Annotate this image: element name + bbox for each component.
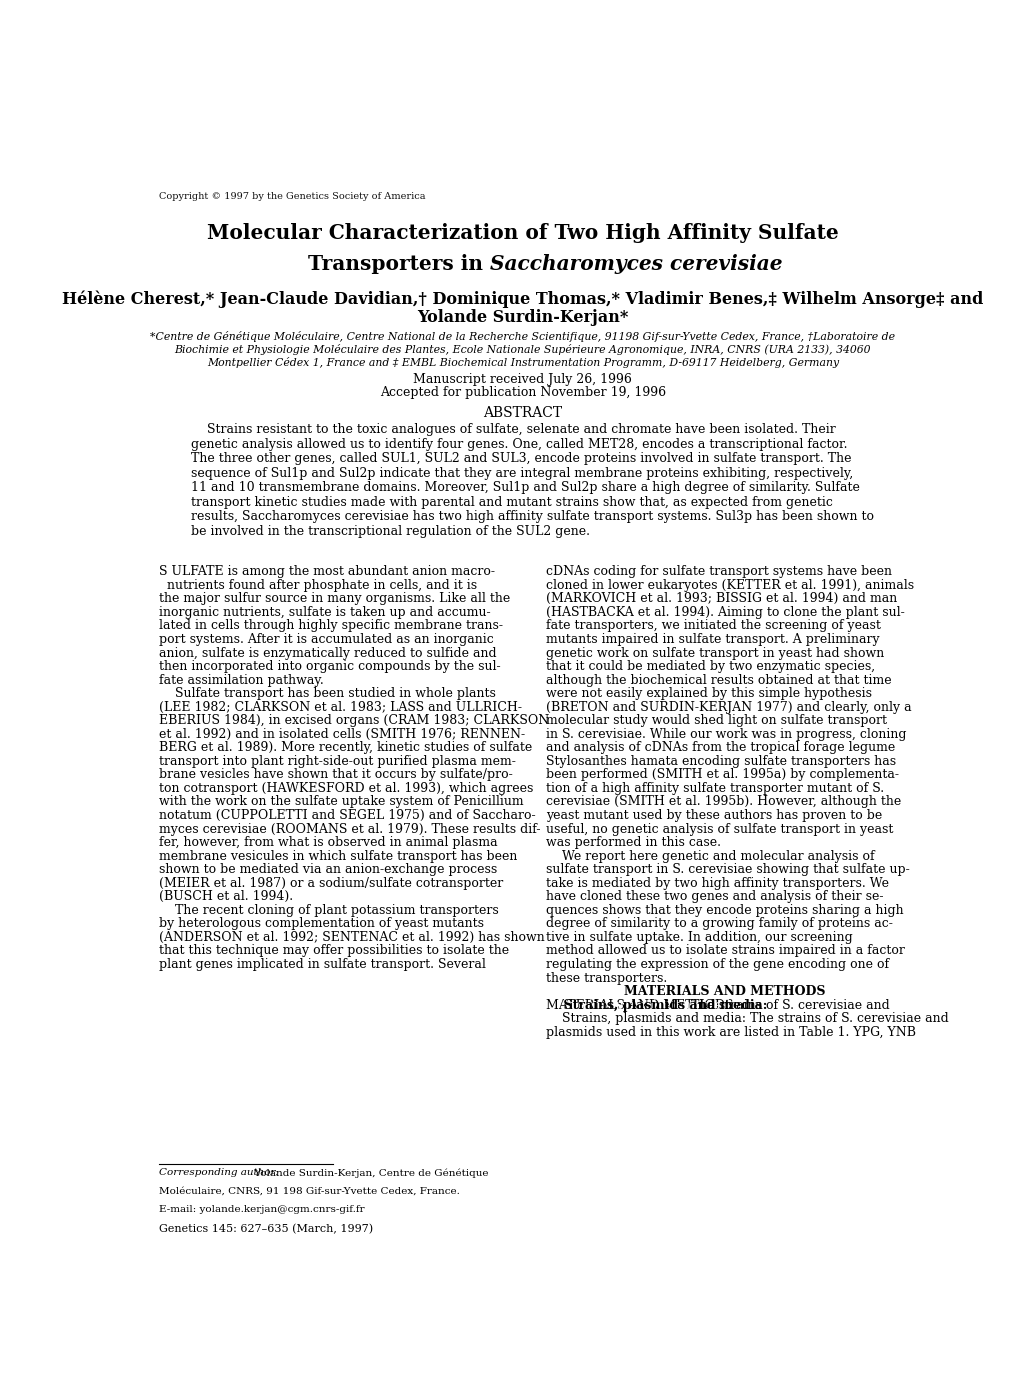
Text: Strains resistant to the toxic analogues of sulfate, selenate and chromate have : Strains resistant to the toxic analogues… xyxy=(191,423,835,437)
Text: port systems. After it is accumulated as an inorganic: port systems. After it is accumulated as… xyxy=(159,632,493,646)
Text: Hélène Cherest,* Jean-Claude Davidian,† Dominique Thomas,* Vladimir Benes,‡ Wilh: Hélène Cherest,* Jean-Claude Davidian,† … xyxy=(62,290,982,307)
Text: nutrients found after phosphate in cells, and it is: nutrients found after phosphate in cells… xyxy=(159,579,477,592)
Text: (ANDERSON et al. 1992; SENTENAC et al. 1992) has shown: (ANDERSON et al. 1992; SENTENAC et al. 1… xyxy=(159,931,544,944)
Text: Moléculaire, CNRS, 91 198 Gif-sur-Yvette Cedex, France.: Moléculaire, CNRS, 91 198 Gif-sur-Yvette… xyxy=(159,1187,460,1195)
Text: and analysis of cDNAs from the tropical forage legume: and analysis of cDNAs from the tropical … xyxy=(546,741,895,754)
Text: in S. cerevisiae. While our work was in progress, cloning: in S. cerevisiae. While our work was in … xyxy=(546,727,906,741)
Text: Molecular Characterization of Two High Affinity Sulfate: Molecular Characterization of Two High A… xyxy=(207,223,838,243)
Text: regulating the expression of the gene encoding one of: regulating the expression of the gene en… xyxy=(546,958,889,972)
Text: (MARKOVICH et al. 1993; BISSIG et al. 1994) and man: (MARKOVICH et al. 1993; BISSIG et al. 19… xyxy=(546,592,897,606)
Text: membrane vesicules in which sulfate transport has been: membrane vesicules in which sulfate tran… xyxy=(159,850,517,863)
Text: inorganic nutrients, sulfate is taken up and accumu-: inorganic nutrients, sulfate is taken up… xyxy=(159,606,490,618)
Text: notatum (CUPPOLETTI and SEGEL 1975) and of Saccharo-: notatum (CUPPOLETTI and SEGEL 1975) and … xyxy=(159,810,535,822)
Text: Stylosanthes hamata encoding sulfate transporters has: Stylosanthes hamata encoding sulfate tra… xyxy=(546,755,896,768)
Text: Montpellier Cédex 1, France and ‡ EMBL Biochemical Instrumentation Programm, D-6: Montpellier Cédex 1, France and ‡ EMBL B… xyxy=(207,357,838,367)
Text: Strains, plasmids and media: The strains of S. cerevisiae and: Strains, plasmids and media: The strains… xyxy=(546,998,949,1012)
Text: Sulfate transport has been studied in whole plants: Sulfate transport has been studied in wh… xyxy=(159,687,495,701)
Text: cerevisiae (SMITH et al. 1995b). However, although the: cerevisiae (SMITH et al. 1995b). However… xyxy=(546,796,901,808)
Text: genetic work on sulfate transport in yeast had shown: genetic work on sulfate transport in yea… xyxy=(546,646,883,659)
Text: MATERIALS AND METHODS: MATERIALS AND METHODS xyxy=(546,986,734,998)
Text: MATERIALS AND METHODS: MATERIALS AND METHODS xyxy=(546,998,734,1012)
Text: by heterologous complementation of yeast mutants: by heterologous complementation of yeast… xyxy=(159,917,484,930)
Text: fate transporters, we initiated the screening of yeast: fate transporters, we initiated the scre… xyxy=(546,620,880,632)
Text: with the work on the sulfate uptake system of Penicillium: with the work on the sulfate uptake syst… xyxy=(159,796,523,808)
Text: yeast mutant used by these authors has proven to be: yeast mutant used by these authors has p… xyxy=(546,810,881,822)
Text: We report here genetic and molecular analysis of: We report here genetic and molecular ana… xyxy=(546,850,874,863)
Text: E-mail: yolande.kerjan@cgm.cnrs-gif.fr: E-mail: yolande.kerjan@cgm.cnrs-gif.fr xyxy=(159,1205,365,1213)
Text: lated in cells through highly specific membrane trans-: lated in cells through highly specific m… xyxy=(159,620,502,632)
Text: 11 and 10 transmembrane domains. Moreover, Sul1p and Sul2p share a high degree o: 11 and 10 transmembrane domains. Moreove… xyxy=(191,482,859,494)
Text: Accepted for publication November 19, 1996: Accepted for publication November 19, 19… xyxy=(379,385,665,399)
Text: ABSTRACT: ABSTRACT xyxy=(483,406,561,420)
Text: S ULFATE is among the most abundant anion macro-: S ULFATE is among the most abundant anio… xyxy=(159,565,494,578)
Text: results, Saccharomyces cerevisiae has two high affinity sulfate transport system: results, Saccharomyces cerevisiae has tw… xyxy=(191,511,873,524)
Text: fate assimilation pathway.: fate assimilation pathway. xyxy=(159,674,324,687)
Text: et al. 1992) and in isolated cells (SMITH 1976; RENNEN-: et al. 1992) and in isolated cells (SMIT… xyxy=(159,727,525,741)
Text: been performed (SMITH et al. 1995a) by complementa-: been performed (SMITH et al. 1995a) by c… xyxy=(546,768,899,782)
Text: Strains, plasmids and media:: Strains, plasmids and media: xyxy=(546,998,767,1012)
Text: sequence of Sul1p and Sul2p indicate that they are integral membrane proteins ex: sequence of Sul1p and Sul2p indicate tha… xyxy=(191,466,852,480)
Text: Manuscript received July 26, 1996: Manuscript received July 26, 1996 xyxy=(413,373,632,385)
Text: have cloned these two genes and analysis of their se-: have cloned these two genes and analysis… xyxy=(546,891,883,903)
Text: tion of a high affinity sulfate transporter mutant of S.: tion of a high affinity sulfate transpor… xyxy=(546,782,883,794)
Text: that this technique may offer possibilities to isolate the: that this technique may offer possibilit… xyxy=(159,945,508,958)
Text: tive in sulfate uptake. In addition, our screening: tive in sulfate uptake. In addition, our… xyxy=(546,931,852,944)
Text: molecular study would shed light on sulfate transport: molecular study would shed light on sulf… xyxy=(546,715,887,727)
Text: was performed in this case.: was performed in this case. xyxy=(546,836,720,849)
Text: Biochimie et Physiologie Moléculaire des Plantes, Ecole Nationale Supérieure Agr: Biochimie et Physiologie Moléculaire des… xyxy=(174,343,870,355)
Text: (HASTBACKA et al. 1994). Aiming to clone the plant sul-: (HASTBACKA et al. 1994). Aiming to clone… xyxy=(546,606,904,618)
Text: although the biochemical results obtained at that time: although the biochemical results obtaine… xyxy=(546,674,892,687)
Text: Copyright © 1997 by the Genetics Society of America: Copyright © 1997 by the Genetics Society… xyxy=(159,193,425,201)
Text: cDNAs coding for sulfate transport systems have been: cDNAs coding for sulfate transport syste… xyxy=(546,565,892,578)
Text: Strains, plasmids and media: The strains of S. cerevisiae and: Strains, plasmids and media: The strains… xyxy=(546,1012,949,1025)
Text: anion, sulfate is enzymatically reduced to sulfide and: anion, sulfate is enzymatically reduced … xyxy=(159,646,496,659)
Text: take is mediated by two high affinity transporters. We: take is mediated by two high affinity tr… xyxy=(546,877,889,889)
Text: method allowed us to isolate strains impaired in a factor: method allowed us to isolate strains imp… xyxy=(546,945,905,958)
Text: mutants impaired in sulfate transport. A preliminary: mutants impaired in sulfate transport. A… xyxy=(546,632,879,646)
Text: these transporters.: these transporters. xyxy=(546,972,667,984)
Text: be involved in the transcriptional regulation of the SUL2 gene.: be involved in the transcriptional regul… xyxy=(191,525,589,537)
Text: (BRETON and SURDIN-KERJAN 1977) and clearly, only a: (BRETON and SURDIN-KERJAN 1977) and clea… xyxy=(546,701,911,713)
Text: degree of similarity to a growing family of proteins ac-: degree of similarity to a growing family… xyxy=(546,917,893,930)
Text: were not easily explained by this simple hypothesis: were not easily explained by this simple… xyxy=(546,687,871,701)
Text: then incorporated into organic compounds by the sul-: then incorporated into organic compounds… xyxy=(159,660,500,673)
Text: The recent cloning of plant potassium transporters: The recent cloning of plant potassium tr… xyxy=(159,903,498,917)
Text: Yolande Surdin-Kerjan, Centre de Génétique: Yolande Surdin-Kerjan, Centre de Génétiq… xyxy=(251,1168,488,1178)
Text: ton cotransport (HAWKESFORD et al. 1993), which agrees: ton cotransport (HAWKESFORD et al. 1993)… xyxy=(159,782,533,794)
Text: myces cerevisiae (ROOMANS et al. 1979). These results dif-: myces cerevisiae (ROOMANS et al. 1979). … xyxy=(159,822,540,836)
Text: BERG et al. 1989). More recently, kinetic studies of sulfate: BERG et al. 1989). More recently, kineti… xyxy=(159,741,532,754)
Text: (LEE 1982; CLARKSON et al. 1983; LASS and ULLRICH-: (LEE 1982; CLARKSON et al. 1983; LASS an… xyxy=(159,701,522,713)
Text: Transporters in: Transporters in xyxy=(308,254,489,274)
Text: The strains of S. cerevisiae and: The strains of S. cerevisiae and xyxy=(687,998,889,1012)
Text: shown to be mediated via an anion-exchange process: shown to be mediated via an anion-exchan… xyxy=(159,863,497,877)
Text: quences shows that they encode proteins sharing a high: quences shows that they encode proteins … xyxy=(546,903,903,917)
Text: EBERIUS 1984), in excised organs (CRAM 1983; CLARKSON: EBERIUS 1984), in excised organs (CRAM 1… xyxy=(159,715,549,727)
Text: transport into plant right-side-out purified plasma mem-: transport into plant right-side-out puri… xyxy=(159,755,516,768)
Text: plasmids used in this work are listed in Table 1. YPG, YNB: plasmids used in this work are listed in… xyxy=(546,1026,915,1039)
Text: fer, however, from what is observed in animal plasma: fer, however, from what is observed in a… xyxy=(159,836,497,849)
Text: cloned in lower eukaryotes (KETTER et al. 1991), animals: cloned in lower eukaryotes (KETTER et al… xyxy=(546,579,914,592)
Text: plant genes implicated in sulfate transport. Several: plant genes implicated in sulfate transp… xyxy=(159,958,485,972)
Text: Corresponding author:: Corresponding author: xyxy=(159,1168,279,1177)
Text: MATERIALS AND METHODS: MATERIALS AND METHODS xyxy=(623,986,824,998)
Text: Yolande Surdin-Kerjan*: Yolande Surdin-Kerjan* xyxy=(417,310,628,327)
Text: useful, no genetic analysis of sulfate transport in yeast: useful, no genetic analysis of sulfate t… xyxy=(546,822,893,836)
Text: transport kinetic studies made with parental and mutant strains show that, as ex: transport kinetic studies made with pare… xyxy=(191,496,832,510)
Text: brane vesicles have shown that it occurs by sulfate/pro-: brane vesicles have shown that it occurs… xyxy=(159,768,513,782)
Text: The three other genes, called SUL1, SUL2 and SUL3, encode proteins involved in s: The three other genes, called SUL1, SUL2… xyxy=(191,452,851,465)
Text: genetic analysis allowed us to identify four genes. One, called MET28, encodes a: genetic analysis allowed us to identify … xyxy=(191,438,847,451)
Text: (BUSCH et al. 1994).: (BUSCH et al. 1994). xyxy=(159,891,292,903)
Text: *Centre de Génétique Moléculaire, Centre National de la Recherche Scientifique, : *Centre de Génétique Moléculaire, Centre… xyxy=(150,331,895,342)
Text: that it could be mediated by two enzymatic species,: that it could be mediated by two enzymat… xyxy=(546,660,874,673)
Text: Genetics 145: 627–635 (March, 1997): Genetics 145: 627–635 (March, 1997) xyxy=(159,1224,373,1234)
Text: Saccharomyces cerevisiae: Saccharomyces cerevisiae xyxy=(489,254,782,274)
Text: (MEIER et al. 1987) or a sodium/sulfate cotransporter: (MEIER et al. 1987) or a sodium/sulfate … xyxy=(159,877,503,889)
Text: the major sulfur source in many organisms. Like all the: the major sulfur source in many organism… xyxy=(159,592,509,606)
Text: sulfate transport in S. cerevisiae showing that sulfate up-: sulfate transport in S. cerevisiae showi… xyxy=(546,863,909,877)
